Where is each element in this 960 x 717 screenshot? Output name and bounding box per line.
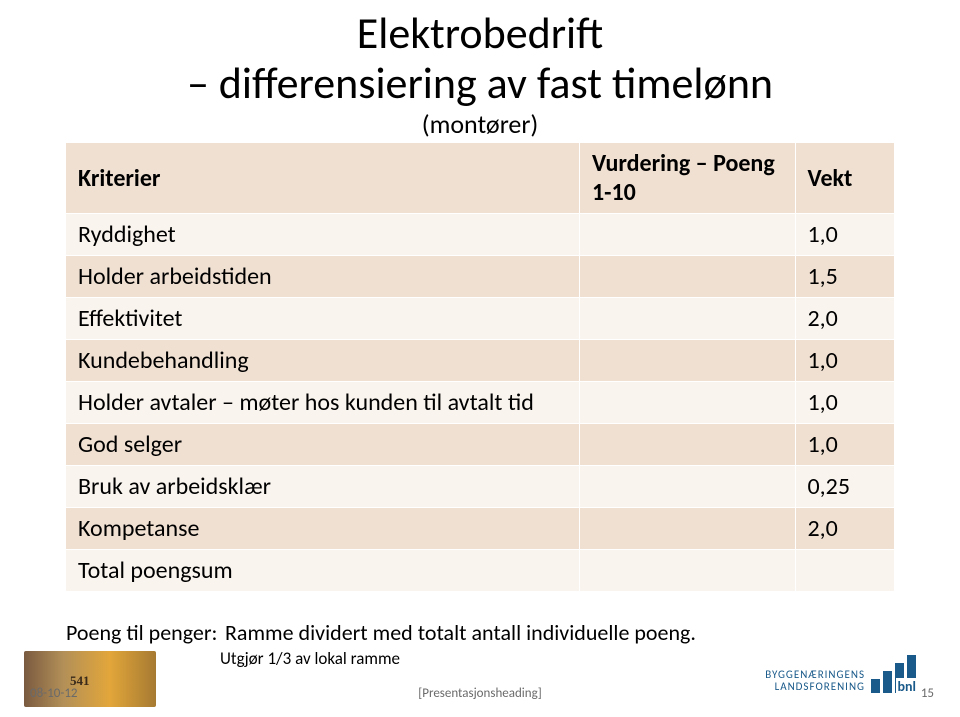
cell-vekt: 1,0 (795, 340, 894, 382)
cell-criteria: Kundebehandling (66, 340, 580, 382)
note-line1: Poeng til penger: Ramme dividert med tot… (66, 618, 960, 648)
table-row: Effektivitet 2,0 (66, 298, 895, 340)
cell-vurdering (579, 466, 795, 508)
cell-criteria: Total poengsum (66, 550, 580, 592)
cell-vurdering (579, 382, 795, 424)
logo-bar (871, 679, 880, 693)
cell-vurdering (579, 424, 795, 466)
cell-vurdering (579, 298, 795, 340)
cell-vekt: 1,0 (795, 382, 894, 424)
table-row: Kundebehandling 1,0 (66, 340, 895, 382)
logo-line2: LANDSFORENING (765, 681, 865, 693)
logo-mark: bnl (871, 655, 916, 693)
note-label: Poeng til penger: (66, 618, 220, 648)
footer-heading: [Presentasjonsheading] (418, 686, 541, 701)
footer-date: 08-10-12 (30, 686, 78, 701)
cell-vurdering (579, 508, 795, 550)
cell-criteria: God selger (66, 424, 580, 466)
logo-text: BYGGENÆRINGENS LANDSFORENING (765, 669, 865, 693)
header-vekt: Vekt (795, 143, 894, 214)
cell-vekt: 1,0 (795, 214, 894, 256)
cell-vurdering (579, 340, 795, 382)
cell-criteria: Holder arbeidstiden (66, 256, 580, 298)
logo-bar (883, 671, 892, 693)
title-block: Elektrobedrift – differensiering av fast… (0, 0, 960, 140)
table-row: Total poengsum (66, 550, 895, 592)
table-row: Holder avtaler – møter hos kunden til av… (66, 382, 895, 424)
cell-criteria: Bruk av arbeidsklær (66, 466, 580, 508)
footer-page-number: 15 (921, 686, 934, 701)
cell-criteria: Ryddighet (66, 214, 580, 256)
footer: 08-10-12 [Presentasjonsheading] BYGGENÆR… (24, 647, 936, 707)
table-row: Holder arbeidstiden 1,5 (66, 256, 895, 298)
cell-criteria: Kompetanse (66, 508, 580, 550)
title-line2: – differensiering av fast timelønn (0, 56, 960, 110)
slide: Elektrobedrift – differensiering av fast… (0, 0, 960, 717)
header-vurdering: Vurdering – Poeng 1-10 (579, 143, 795, 214)
table-row: God selger 1,0 (66, 424, 895, 466)
table-row: Ryddighet 1,0 (66, 214, 895, 256)
cell-criteria: Effektivitet (66, 298, 580, 340)
logo: BYGGENÆRINGENS LANDSFORENING bnl (765, 655, 916, 693)
cell-vekt: 1,0 (795, 424, 894, 466)
cell-vekt (795, 550, 894, 592)
cell-vekt: 2,0 (795, 508, 894, 550)
cell-vurdering (579, 550, 795, 592)
note-text1: Ramme dividert med totalt antall individ… (225, 619, 696, 646)
cell-vurdering (579, 256, 795, 298)
logo-abbr: bnl (896, 678, 916, 695)
table-row: Kompetanse 2,0 (66, 508, 895, 550)
cell-vurdering (579, 214, 795, 256)
cell-vekt: 0,25 (795, 466, 894, 508)
table-header-row: Kriterier Vurdering – Poeng 1-10 Vekt (66, 143, 895, 214)
table-row: Bruk av arbeidsklær 0,25 (66, 466, 895, 508)
criteria-table: Kriterier Vurdering – Poeng 1-10 Vekt Ry… (65, 142, 895, 592)
title-subtitle: (montører) (0, 108, 960, 140)
header-criteria: Kriterier (66, 143, 580, 214)
cell-criteria: Holder avtaler – møter hos kunden til av… (66, 382, 580, 424)
title-line1: Elektrobedrift (0, 6, 960, 60)
cell-vekt: 2,0 (795, 298, 894, 340)
cell-vekt: 1,5 (795, 256, 894, 298)
